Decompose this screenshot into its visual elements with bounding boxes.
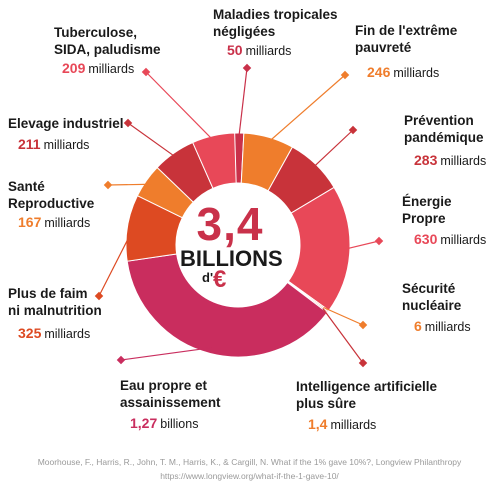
label-unit: milliards bbox=[88, 62, 135, 76]
leader-marker-ia bbox=[358, 358, 368, 368]
label-value: 630 bbox=[414, 231, 438, 247]
label-name: Fin de l'extrême pauvreté bbox=[355, 23, 458, 55]
label-name: Intelligence artificielle plus sûre bbox=[296, 379, 438, 411]
total-value: 3,4 bbox=[196, 198, 264, 250]
label-value: 325 bbox=[18, 325, 42, 341]
leader-ia bbox=[322, 308, 364, 364]
label-sante: Santé Reproductive 167 milliards bbox=[8, 178, 118, 232]
slice-tb bbox=[192, 132, 237, 189]
label-value: 167 bbox=[18, 214, 42, 230]
leader-marker-pandemique bbox=[348, 125, 358, 135]
label-unit: milliards bbox=[44, 216, 91, 230]
leader-pandemique bbox=[311, 129, 354, 170]
label-amount: 325 milliards bbox=[18, 325, 128, 343]
leader-marker-tb bbox=[141, 67, 151, 77]
slice-eau bbox=[126, 253, 328, 358]
leader-nucleaire bbox=[323, 306, 364, 326]
label-unit: milliards bbox=[43, 138, 90, 152]
leader-maladies bbox=[238, 67, 248, 140]
leader-marker-eau bbox=[116, 355, 126, 365]
donut-slices bbox=[125, 132, 351, 358]
leader-energie bbox=[343, 240, 380, 251]
label-name: Eau propre et assainissement bbox=[120, 378, 221, 410]
label-eau: Eau propre et assainissement 1,27 billion… bbox=[120, 377, 260, 433]
source-citation: Moorhouse, F., Harris, R., John, T. M., … bbox=[37, 457, 462, 467]
label-amount: 6 milliards bbox=[414, 318, 499, 336]
label-name: Santé Reproductive bbox=[8, 179, 95, 211]
label-amount: 283 milliards bbox=[414, 152, 499, 170]
label-maladies: Maladies tropicales négligées 50 milliard… bbox=[213, 6, 363, 60]
label-energie: Énergie Propre 630 milliards bbox=[402, 193, 499, 249]
label-ia: Intelligence artificielle plus sûre 1,4 m… bbox=[296, 378, 496, 434]
label-name: Maladies tropicales négligées bbox=[213, 7, 338, 39]
leader-faim bbox=[98, 228, 134, 297]
leader-elevage bbox=[127, 122, 178, 159]
label-amount: 209 milliards bbox=[62, 60, 184, 78]
label-name: Tuberculose, SIDA, paludisme bbox=[54, 25, 161, 57]
label-name: Prévention pandémique bbox=[404, 113, 484, 145]
label-unit: billions bbox=[160, 417, 199, 431]
label-unit: milliards bbox=[245, 44, 292, 58]
label-amount: 1,4 milliards bbox=[308, 416, 496, 434]
label-unit: milliards bbox=[393, 66, 440, 80]
leader-marker-elevage bbox=[123, 118, 133, 128]
label-pandemique: Prévention pandémique 283 milliards bbox=[404, 112, 499, 170]
label-value: 211 bbox=[18, 136, 41, 152]
label-amount: 246 milliards bbox=[355, 64, 495, 82]
total-unit: BILLIONS bbox=[180, 246, 283, 271]
label-amount: 167 milliards bbox=[18, 214, 118, 232]
leader-marker-maladies bbox=[242, 63, 252, 73]
label-unit: milliards bbox=[424, 320, 471, 334]
leader-tb bbox=[145, 71, 215, 143]
label-elevage: Elevage industriel 211 milliards bbox=[8, 115, 138, 154]
leader-marker-faim bbox=[94, 291, 104, 301]
label-name: Plus de faim ni malnutrition bbox=[8, 286, 102, 318]
label-value: 50 bbox=[227, 42, 243, 58]
leader-lines bbox=[94, 63, 384, 368]
label-faim: Plus de faim ni malnutrition 325 milliard… bbox=[8, 285, 128, 343]
label-unit: milliards bbox=[330, 418, 377, 432]
leader-marker-sante bbox=[103, 180, 113, 190]
label-nucleaire: Sécurité nucléaire 6 milliards bbox=[402, 280, 499, 336]
label-unit: milliards bbox=[440, 154, 487, 168]
label-unit: milliards bbox=[44, 327, 91, 341]
leader-sante bbox=[107, 183, 152, 186]
label-value: 209 bbox=[62, 60, 86, 76]
leader-marker-energie bbox=[374, 236, 384, 246]
label-extreme: Fin de l'extrême pauvreté 246 milliards bbox=[355, 22, 495, 82]
leader-eau bbox=[120, 347, 212, 361]
label-amount: 630 milliards bbox=[414, 231, 499, 249]
label-tb: Tuberculose, SIDA, paludisme 209 milliard… bbox=[54, 24, 184, 78]
label-value: 283 bbox=[414, 152, 438, 168]
label-amount: 211 milliards bbox=[18, 136, 138, 154]
label-amount: 50 milliards bbox=[213, 42, 363, 60]
total-prefix: d' bbox=[202, 270, 214, 285]
leader-marker-extreme bbox=[340, 70, 350, 80]
total-currency: d'€ bbox=[180, 268, 280, 292]
label-name: Elevage industriel bbox=[8, 116, 124, 131]
label-name: Sécurité nucléaire bbox=[402, 281, 462, 313]
source-url: https://www.longview.org/what-if-the-1-g… bbox=[160, 471, 339, 481]
total-label: 3,4 BILLIONS d'€ bbox=[180, 198, 283, 292]
label-value: 246 bbox=[367, 64, 391, 80]
label-name: Énergie Propre bbox=[402, 194, 452, 226]
label-value: 1,27 bbox=[130, 415, 158, 431]
leader-extreme bbox=[266, 74, 346, 144]
euro-symbol: € bbox=[213, 266, 227, 293]
label-value: 6 bbox=[414, 318, 422, 334]
leader-marker-nucleaire bbox=[358, 320, 368, 330]
label-amount: 1,27 billions bbox=[130, 415, 260, 433]
label-value: 1,4 bbox=[308, 416, 328, 432]
label-unit: milliards bbox=[440, 233, 487, 247]
